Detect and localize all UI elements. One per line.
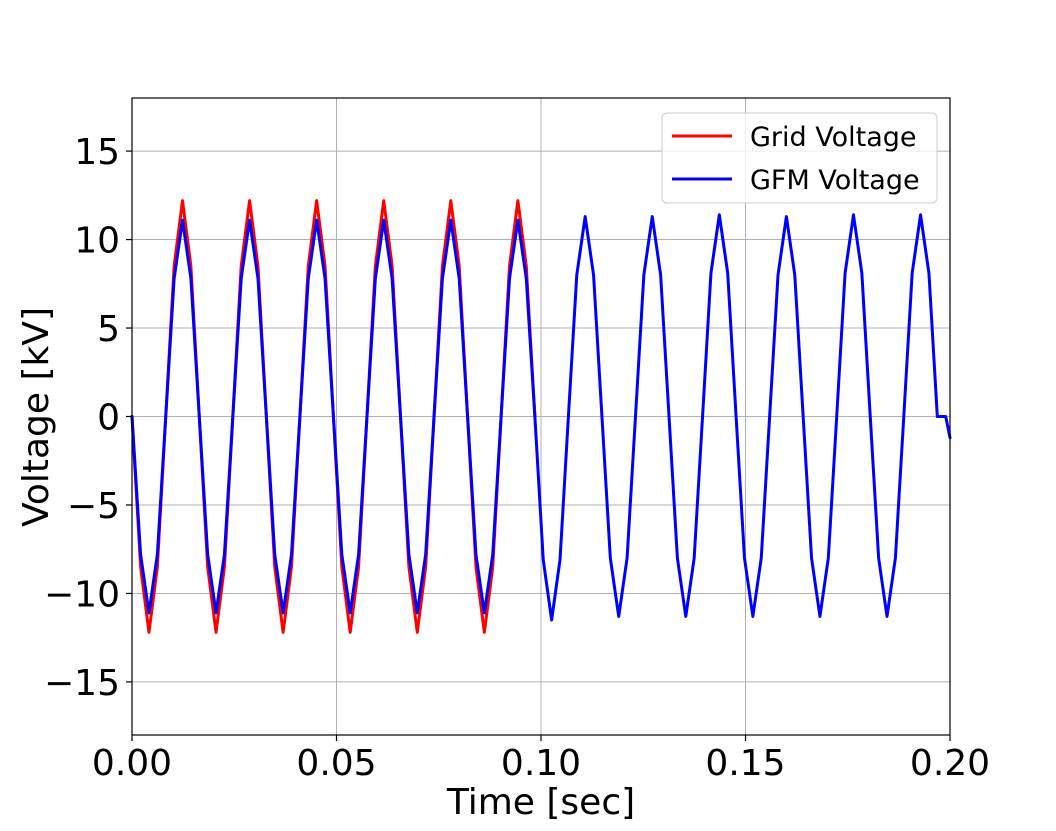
x-tick-label: 0.15 bbox=[705, 743, 785, 784]
y-tick-label: 15 bbox=[74, 132, 120, 173]
legend-label-gfm-voltage: GFM Voltage bbox=[750, 165, 920, 196]
y-tick-label: −10 bbox=[44, 574, 120, 615]
y-tick-label: 0 bbox=[97, 398, 120, 439]
series-lines bbox=[130, 199, 952, 634]
y-tick-label: −15 bbox=[44, 663, 120, 704]
x-tick-label: 0.00 bbox=[92, 743, 172, 784]
x-tick-label: 0.10 bbox=[501, 743, 581, 784]
gfm-voltage-line bbox=[130, 213, 952, 622]
y-tick-label: 10 bbox=[74, 221, 120, 262]
y-tick-label: −5 bbox=[67, 486, 120, 527]
x-axis-ticks: 0.00 0.05 0.10 0.15 0.20 bbox=[92, 735, 990, 784]
legend-label-grid-voltage: Grid Voltage bbox=[750, 122, 917, 153]
y-tick-label: 5 bbox=[97, 309, 120, 350]
x-tick-label: 0.05 bbox=[296, 743, 376, 784]
y-axis-ticks: −15 −10 −5 0 5 10 15 bbox=[44, 132, 132, 704]
x-axis-label: Time [sec] bbox=[446, 782, 635, 823]
legend: Grid Voltage GFM Voltage bbox=[661, 112, 938, 204]
y-axis-label: Voltage [kV] bbox=[16, 307, 57, 527]
x-tick-label: 0.20 bbox=[910, 743, 990, 784]
